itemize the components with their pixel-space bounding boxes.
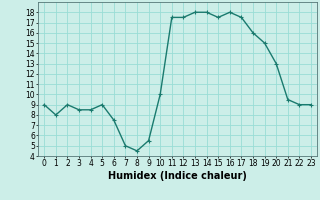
X-axis label: Humidex (Indice chaleur): Humidex (Indice chaleur) — [108, 171, 247, 181]
